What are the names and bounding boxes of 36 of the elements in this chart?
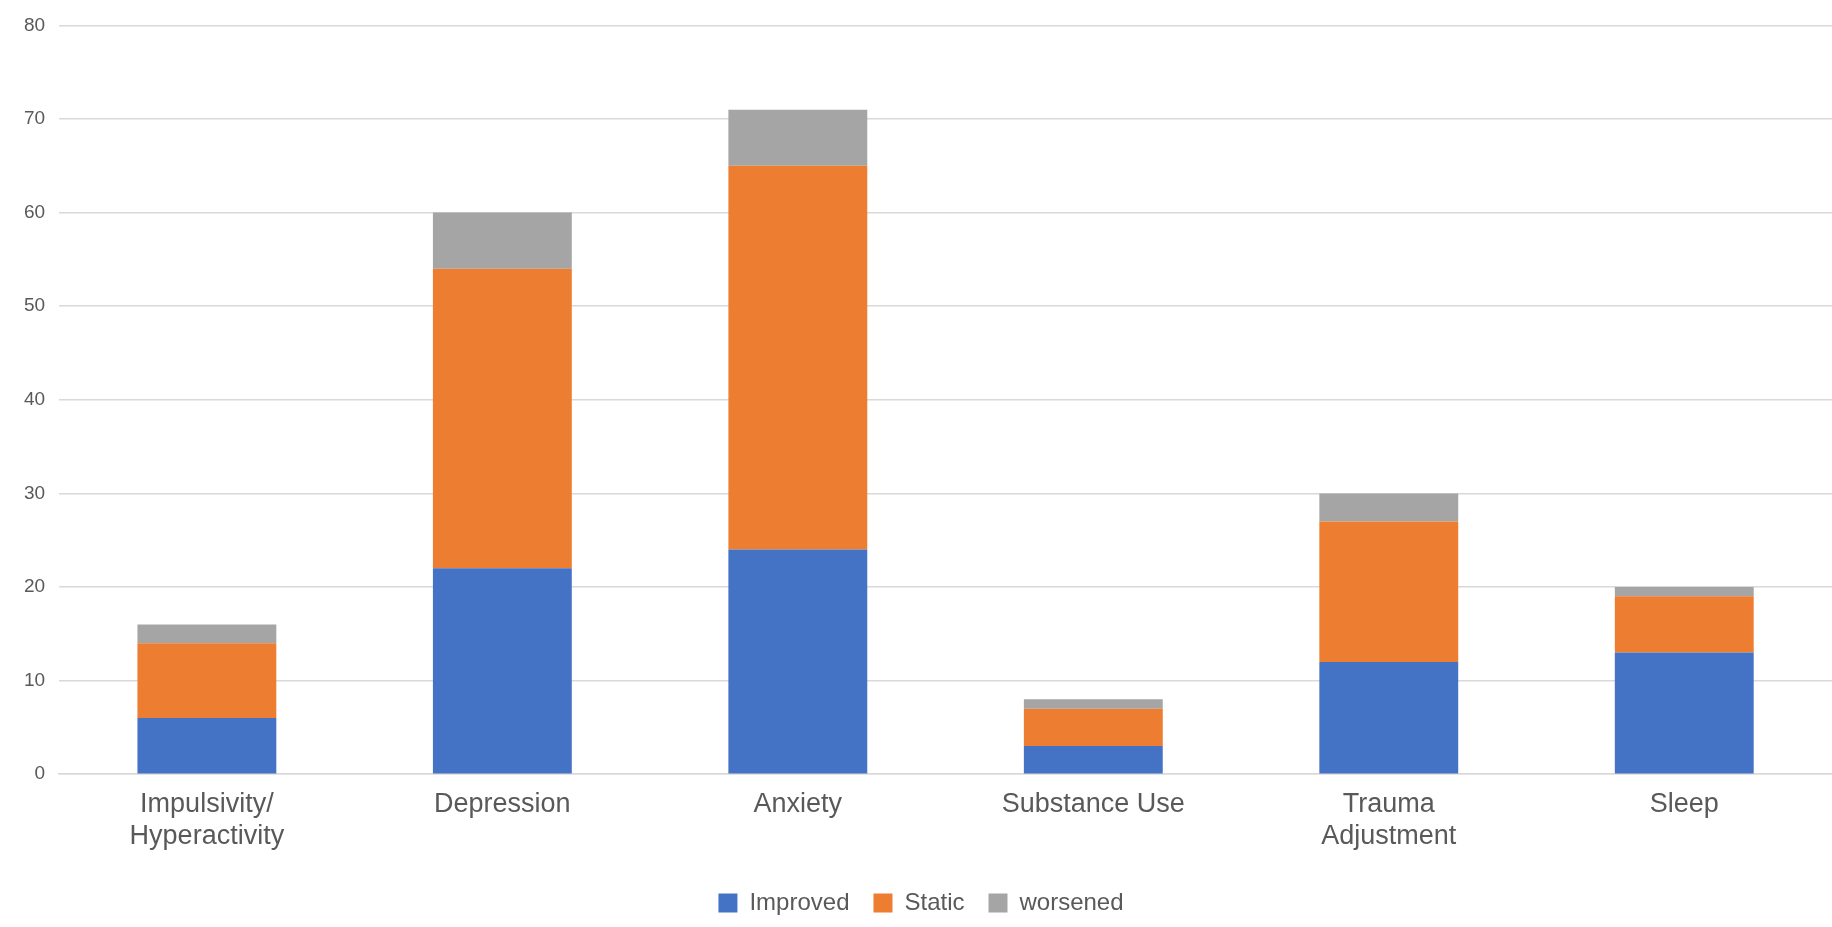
x-tick-label: Substance Use: [1001, 787, 1185, 818]
bar: [432, 568, 572, 774]
legend-label: Improved: [749, 887, 850, 915]
y-tick-label: 50: [23, 294, 46, 316]
bar: [1319, 493, 1459, 522]
bar: [432, 212, 572, 269]
bar: [1614, 596, 1754, 653]
bar: [432, 268, 572, 569]
legend-label: worsened: [1018, 887, 1124, 915]
bar: [1023, 708, 1163, 747]
bar: [137, 718, 277, 774]
y-tick-label: 20: [23, 575, 46, 597]
bar: [1319, 521, 1459, 662]
y-tick-label: 80: [23, 13, 46, 35]
x-tick-label: Depression: [434, 787, 571, 818]
y-tick-label: 10: [23, 668, 46, 690]
bar: [728, 109, 868, 166]
y-tick-label: 70: [23, 107, 46, 129]
bar: [1319, 661, 1459, 774]
x-tick-label: Anxiety: [753, 787, 843, 818]
bar: [1614, 652, 1754, 774]
x-tick-label: Trauma Adjustment: [1321, 787, 1457, 851]
legend-label: Static: [904, 887, 965, 915]
bar: [1614, 587, 1754, 597]
x-tick-label: Impulsivity/ Hyperactivity: [129, 787, 285, 851]
bar: [1023, 699, 1163, 709]
bar: [728, 549, 868, 774]
bar: [137, 643, 277, 719]
x-tick-label: Sleep: [1649, 787, 1719, 818]
y-tick-label: 30: [23, 481, 46, 503]
y-tick-label: 0: [34, 762, 46, 784]
y-tick-label: 60: [23, 200, 46, 222]
y-tick-label: 40: [23, 388, 46, 410]
bar: [1023, 746, 1163, 774]
bar: [728, 165, 868, 550]
bar: [137, 624, 277, 644]
